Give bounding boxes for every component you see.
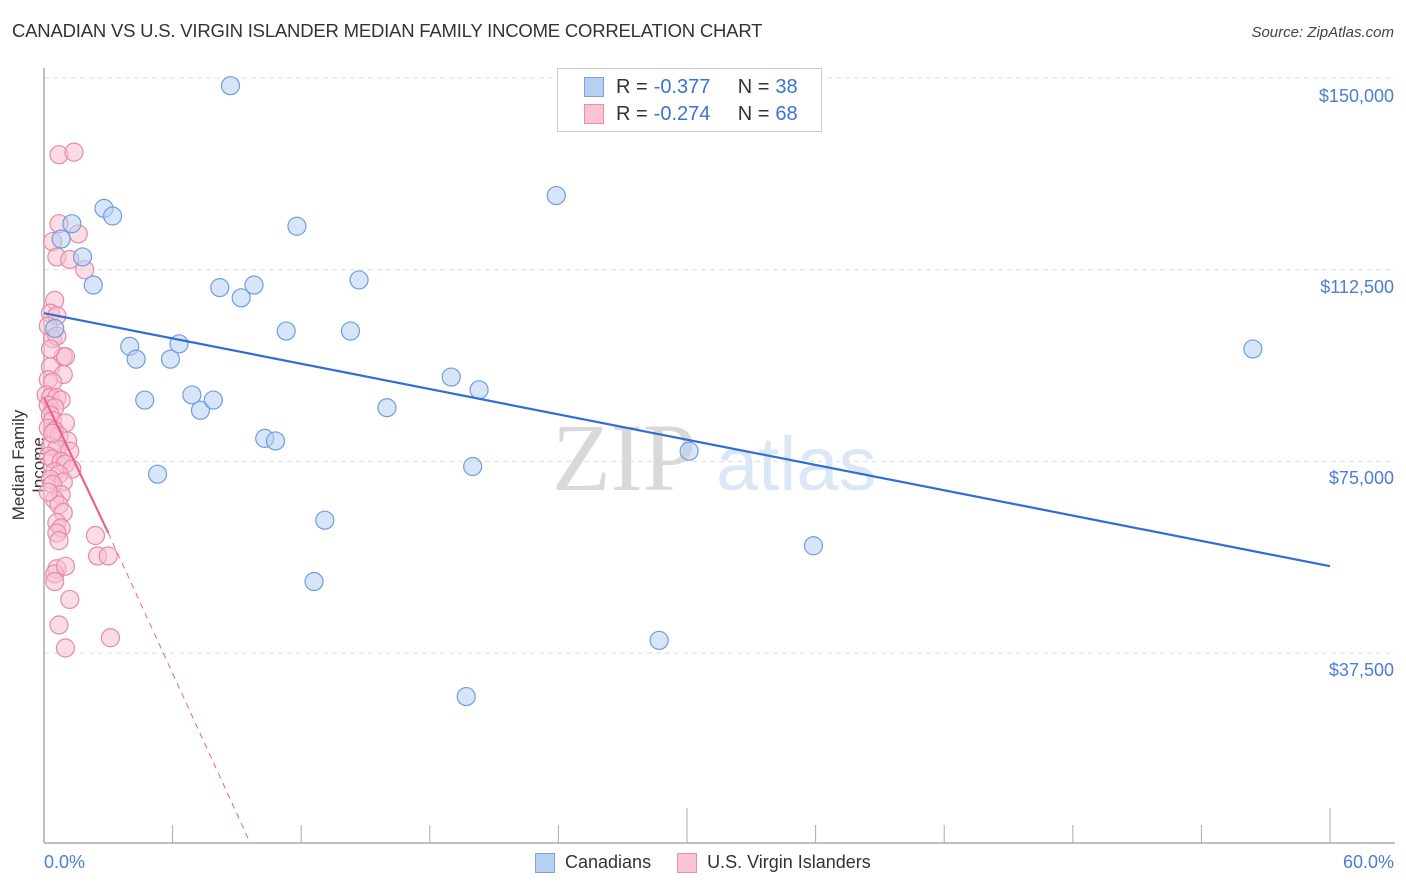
- data-point[interactable]: [276, 321, 296, 341]
- data-point[interactable]: [62, 214, 82, 234]
- data-point[interactable]: [45, 318, 65, 339]
- x-tick-max: 60.0%: [1342, 852, 1394, 872]
- data-point[interactable]: [287, 216, 307, 236]
- data-point[interactable]: [349, 270, 369, 290]
- data-point[interactable]: [456, 686, 476, 707]
- data-point[interactable]: [210, 277, 230, 298]
- gridlines: [44, 77, 1395, 654]
- us-virgin-islanders-trend-extension: [107, 532, 249, 839]
- canadians-trend-line: [43, 312, 1331, 568]
- data-point[interactable]: [55, 556, 76, 576]
- data-point[interactable]: [85, 525, 106, 546]
- data-point[interactable]: [649, 630, 669, 650]
- correlation-legend: R = -0.377 N = 38 R = -0.274 N = 68: [557, 68, 822, 132]
- us-virgin-islanders-trend-line: [43, 397, 110, 534]
- y-tick-75000: $75,000: [1328, 468, 1394, 488]
- chart-title: CANADIAN VS U.S. VIRGIN ISLANDER MEDIAN …: [12, 20, 763, 41]
- data-point[interactable]: [803, 536, 824, 556]
- canadians-swatch-icon: [584, 77, 604, 97]
- x-tick-min: 0.0%: [44, 852, 86, 872]
- data-point[interactable]: [55, 638, 76, 658]
- r-value: -0.377: [653, 75, 711, 98]
- n-value: 68: [775, 102, 798, 125]
- data-point[interactable]: [102, 206, 123, 226]
- data-point[interactable]: [182, 385, 202, 405]
- us-virgin-islanders-points: [36, 142, 121, 658]
- legend-label: U.S. Virgin Islanders: [707, 852, 871, 872]
- y-tick-150000: $150,000: [1318, 86, 1394, 106]
- data-point[interactable]: [49, 531, 69, 551]
- data-point[interactable]: [315, 510, 335, 530]
- data-point[interactable]: [83, 275, 103, 295]
- series-legend: Canadians U.S. Virgin Islanders: [535, 852, 897, 873]
- data-point[interactable]: [60, 589, 80, 610]
- data-point[interactable]: [469, 380, 489, 400]
- r-label: R =: [616, 75, 648, 98]
- data-point[interactable]: [546, 185, 566, 206]
- r-label: R =: [616, 102, 648, 125]
- data-point[interactable]: [135, 390, 155, 410]
- data-point[interactable]: [147, 464, 168, 484]
- data-point[interactable]: [64, 142, 84, 162]
- source-label: Source: ZipAtlas.com: [1251, 24, 1394, 41]
- data-point[interactable]: [45, 571, 65, 592]
- watermark-atlas: atlas: [716, 422, 877, 507]
- data-point[interactable]: [265, 431, 286, 451]
- data-point[interactable]: [100, 628, 121, 648]
- data-point[interactable]: [38, 482, 58, 502]
- y-tick-37500: $37,500: [1328, 660, 1394, 680]
- canadians-points: [45, 76, 1263, 707]
- trend-lines: [43, 312, 1331, 839]
- data-point[interactable]: [203, 390, 223, 410]
- n-label: N =: [737, 102, 770, 125]
- data-point[interactable]: [40, 339, 61, 359]
- data-point[interactable]: [98, 546, 118, 566]
- watermark-zip: ZIP: [552, 404, 696, 511]
- canadians-swatch-icon: [535, 852, 555, 873]
- r-value: -0.274: [653, 102, 711, 125]
- data-point[interactable]: [49, 615, 69, 635]
- data-point[interactable]: [463, 456, 483, 477]
- data-point[interactable]: [244, 275, 264, 295]
- data-point[interactable]: [220, 76, 241, 96]
- data-point[interactable]: [72, 247, 93, 267]
- legend-label: Canadians: [565, 852, 652, 872]
- us-virgin-islanders-swatch-icon: [584, 104, 604, 124]
- data-point[interactable]: [441, 367, 461, 387]
- data-point[interactable]: [160, 349, 181, 369]
- data-point[interactable]: [190, 400, 211, 420]
- data-point[interactable]: [126, 349, 146, 369]
- data-point[interactable]: [51, 229, 71, 249]
- legend-item-us-virgin-islanders[interactable]: U.S. Virgin Islanders: [677, 852, 871, 873]
- n-label: N =: [737, 75, 770, 98]
- legend-item-canadians[interactable]: Canadians: [535, 852, 651, 873]
- legend-row-canadians: R = -0.377 N = 38: [584, 75, 798, 99]
- legend-row-us-virgin-islanders: R = -0.274 N = 68: [584, 102, 798, 126]
- data-point[interactable]: [304, 571, 324, 592]
- data-point[interactable]: [231, 288, 251, 308]
- us-virgin-islanders-swatch-icon: [677, 852, 698, 873]
- y-tick-112500: $112,500: [1320, 277, 1394, 297]
- data-point[interactable]: [1243, 339, 1263, 359]
- data-point[interactable]: [377, 398, 397, 418]
- n-value: 38: [775, 75, 798, 98]
- data-point[interactable]: [340, 321, 361, 341]
- data-point[interactable]: [679, 441, 699, 461]
